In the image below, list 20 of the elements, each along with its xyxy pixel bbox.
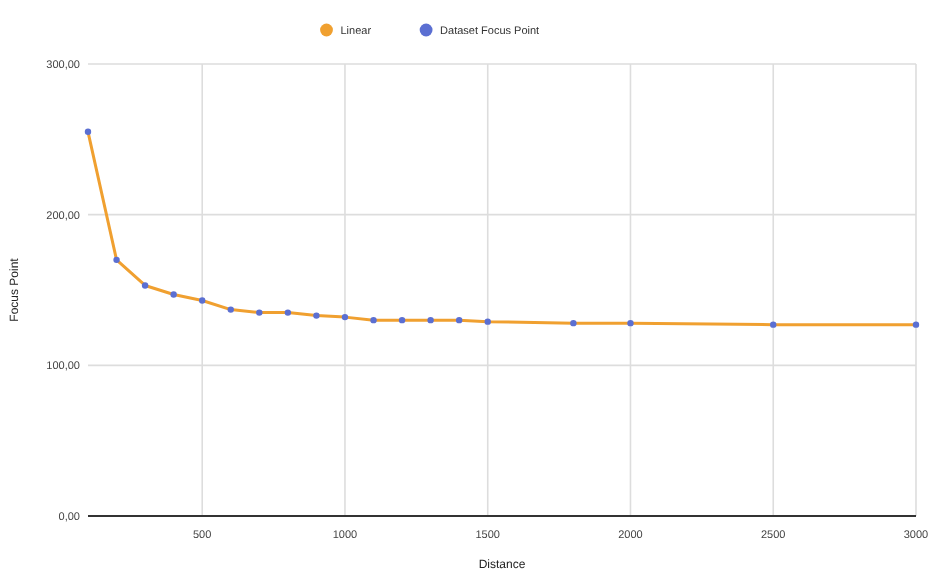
point [912,321,920,328]
point [398,316,406,324]
line-series [86,130,918,327]
point [313,312,320,319]
point [256,309,263,316]
point [627,319,634,327]
point [341,313,349,321]
point [113,256,120,264]
point [427,316,434,324]
point [770,321,777,328]
point [141,282,149,289]
point [484,318,491,325]
point [455,316,463,324]
point [284,309,292,316]
point [170,291,177,298]
point [370,316,377,324]
point [570,319,577,327]
point [199,297,206,304]
point [84,128,92,135]
point [227,306,234,313]
